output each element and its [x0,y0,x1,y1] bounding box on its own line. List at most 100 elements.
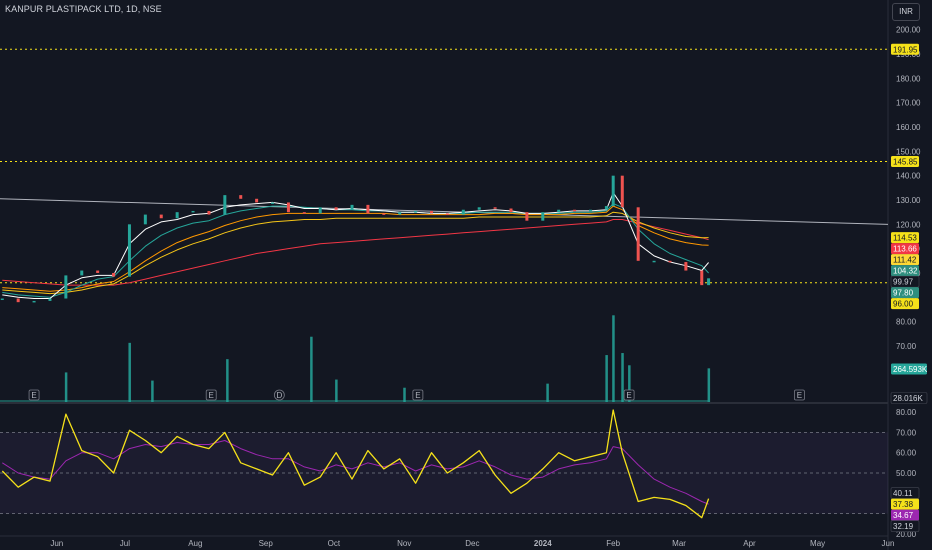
price-candle [652,260,656,263]
time-tick-label: Jun [882,539,895,548]
time-tick-label: Apr [743,539,756,548]
price-candle [159,214,163,219]
ma-mid-line [2,205,709,292]
price-candle [0,298,4,301]
rsi-badge: 34.67 [891,509,919,521]
event-marker[interactable]: E [412,389,424,401]
time-tick-label: Jun [50,539,63,548]
currency-selector[interactable]: INR [892,3,920,21]
volume-badge: 264.593K [891,363,928,375]
price-candle [461,209,465,215]
volume-bar [628,365,631,402]
event-marker-badge [412,389,424,401]
rsi-tick-label: 80.00 [896,408,917,417]
rsi-line [1,409,710,519]
volume-badge-bg [891,363,927,375]
event-marker[interactable]: E [794,389,805,401]
event-marker-label: D [276,391,282,400]
price-tick-label: 80.00 [896,318,917,327]
price-candle [16,298,20,303]
volume-bar [707,368,711,402]
price-candle [668,260,672,263]
price-badge-label: 97.80 [893,289,914,298]
price-candle [700,270,704,286]
price-badge: 113.66 [891,243,919,255]
price-badge-bg [891,243,919,255]
price-candle [604,206,608,210]
rsi-badge-bg [890,520,920,532]
level-badge-label: 191.95 [893,45,918,54]
price-tick-label: 70.00 [896,342,917,351]
time-tick-label: Sep [259,539,274,548]
price-tick-label: 120.00 [896,220,921,229]
event-marker-badge [28,389,40,401]
price-candle [112,272,116,277]
price-candle [525,212,529,221]
rsi-tick-label: 60.00 [896,449,917,458]
price-candle [398,212,402,215]
price-candle [636,207,640,261]
price-candle [611,175,615,207]
time-tick-label: Aug [188,539,202,548]
price-candle [414,210,418,213]
rsi-badge: 32.19 [890,520,920,532]
price-candle [207,210,211,215]
volume-badge-label: 28.016K [893,394,923,403]
event-marker[interactable]: E [205,389,217,401]
event-marker-badge [273,389,285,401]
price-tick-label: 140.00 [896,172,921,181]
volume-bar [546,383,549,402]
price-candle [707,278,711,286]
price-badge-label: 113.66 [893,245,917,254]
price-candle [96,270,100,273]
event-marker[interactable]: D [273,389,285,401]
price-candle [80,270,84,276]
price-candle [557,209,561,213]
chart-title: KANPUR PLASTIPACK LTD, 1D, NSE [5,4,162,14]
rsi-tick-label: 70.00 [896,428,917,437]
price-candle [509,208,513,213]
rsi-badge: 37.38 [891,498,919,510]
volume-bar [310,336,313,402]
price-candle [64,275,68,299]
price-candle [255,198,259,203]
time-tick-label: Mar [672,539,686,548]
event-marker[interactable]: E [623,389,635,401]
price-candle [286,202,290,213]
volume-bar [403,387,406,402]
price-badge: 99.97 [890,275,920,288]
rsi-badge-label: 34.67 [893,511,914,520]
price-badge-bg [891,287,919,299]
price-badge-label: 114.53 [893,234,917,243]
event-marker[interactable]: E [28,389,40,401]
price-badge-bg [891,232,919,244]
time-tick-label: May [810,539,825,548]
time-tick-label: Nov [397,539,411,548]
price-tick-label: 170.00 [896,99,921,108]
price-badge-bg [891,298,919,310]
event-marker-badge [623,389,635,401]
price-candle [366,204,370,214]
price-candle [239,195,243,199]
level-badge-bg [891,43,919,55]
price-candle [191,210,195,213]
level-badge: 145.85 [891,155,919,167]
volume-bar [128,342,131,402]
price-badge: 97.80 [891,287,919,299]
level-badge: 191.95 [891,43,919,55]
volume-bar [64,372,68,402]
price-candle [334,207,338,210]
time-tick-label: 2024 [534,539,552,548]
volume-bar [621,353,624,402]
price-tick-label: 150.00 [896,147,921,156]
rsi-tick-label: 20.00 [896,530,917,539]
price-badge: 114.53 [891,232,919,244]
trendline [0,198,889,225]
price-candle [48,298,52,301]
price-candle [271,202,275,204]
event-marker-badge [794,389,805,401]
event-marker-label: E [209,391,214,400]
volume-bar [151,380,154,402]
price-candle [477,207,481,210]
